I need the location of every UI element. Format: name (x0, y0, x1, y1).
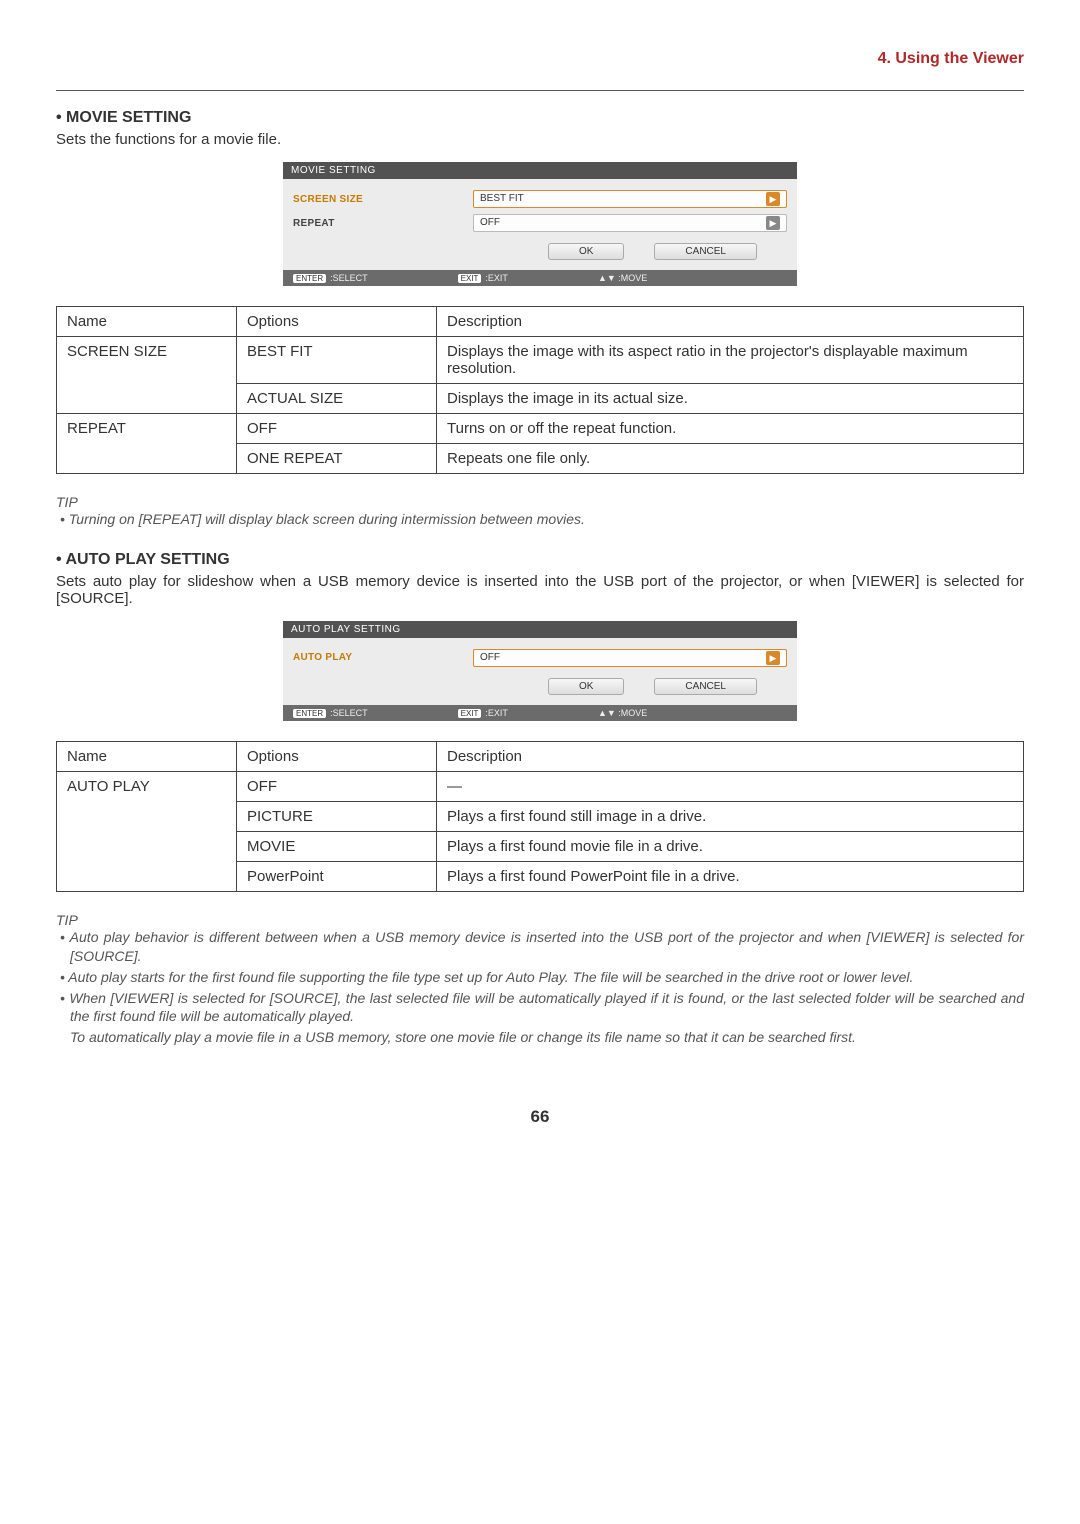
cell-opt: MOVIE (237, 831, 437, 861)
cell-desc: — (437, 771, 1024, 801)
th-options: Options (237, 741, 437, 771)
movie-setting-title: • MOVIE SETTING (56, 109, 1024, 127)
exit-hint: :EXIT (485, 708, 508, 718)
table-header-row: Name Options Description (57, 307, 1024, 337)
exit-key-icon: EXIT (458, 709, 482, 718)
repeat-row[interactable]: REPEAT OFF ▶ (283, 211, 797, 235)
auto-play-label: AUTO PLAY (293, 652, 473, 663)
table-row: SCREEN SIZE BEST FIT Displays the image … (57, 337, 1024, 384)
cell-desc: Turns on or off the repeat function. (437, 414, 1024, 444)
move-hint: :MOVE (618, 273, 647, 283)
screen-size-label: SCREEN SIZE (293, 194, 473, 205)
cell-desc: Plays a first found still image in a dri… (437, 801, 1024, 831)
th-name: Name (57, 307, 237, 337)
cell-opt: ONE REPEAT (237, 444, 437, 474)
tip-text: • When [VIEWER] is selected for [SOURCE]… (56, 989, 1024, 1027)
select-hint: :SELECT (330, 273, 368, 283)
arrow-icon: ▲▼ (598, 273, 616, 283)
tip-text: • Auto play behavior is different betwee… (56, 928, 1024, 966)
enter-key-icon: ENTER (293, 709, 326, 718)
cell-desc: Displays the image with its aspect ratio… (437, 337, 1024, 384)
dialog-title: AUTO PLAY SETTING (283, 621, 797, 638)
tip-label: TIP (56, 494, 1024, 510)
page-number: 66 (56, 1107, 1024, 1127)
cell-opt: ACTUAL SIZE (237, 384, 437, 414)
auto-play-row[interactable]: AUTO PLAY OFF ▶ (283, 646, 797, 670)
movie-setting-table: Name Options Description SCREEN SIZE BES… (56, 306, 1024, 474)
cell-desc: Repeats one file only. (437, 444, 1024, 474)
cell-name: REPEAT (57, 414, 237, 474)
screen-size-field[interactable]: BEST FIT ▶ (473, 190, 787, 208)
cancel-button[interactable]: CANCEL (654, 678, 757, 695)
tip-text: • Auto play starts for the first found f… (56, 968, 1024, 987)
cell-opt: OFF (237, 414, 437, 444)
cell-opt: BEST FIT (237, 337, 437, 384)
exit-hint: :EXIT (485, 273, 508, 283)
movie-setting-subtitle: Sets the functions for a movie file. (56, 131, 1024, 148)
table-row: AUTO PLAY OFF — (57, 771, 1024, 801)
dialog-footer: ENTER :SELECT EXIT:EXIT ▲▼ :MOVE (283, 270, 797, 286)
repeat-label: REPEAT (293, 218, 473, 229)
select-hint: :SELECT (330, 708, 368, 718)
chevron-right-icon: ▶ (766, 216, 780, 230)
header-rule (56, 90, 1024, 91)
table-header-row: Name Options Description (57, 741, 1024, 771)
th-options: Options (237, 307, 437, 337)
ok-button[interactable]: OK (548, 678, 624, 695)
cancel-button[interactable]: CANCEL (654, 243, 757, 260)
chevron-right-icon: ▶ (766, 192, 780, 206)
auto-play-setting-title: • AUTO PLAY SETTING (56, 551, 1024, 569)
arrow-icon: ▲▼ (598, 708, 616, 718)
repeat-field[interactable]: OFF ▶ (473, 214, 787, 232)
th-desc: Description (437, 307, 1024, 337)
cell-name: AUTO PLAY (57, 771, 237, 891)
dialog-title: MOVIE SETTING (283, 162, 797, 179)
move-hint: :MOVE (618, 708, 647, 718)
screen-size-value: BEST FIT (480, 191, 524, 207)
ok-button[interactable]: OK (548, 243, 624, 260)
screen-size-row[interactable]: SCREEN SIZE BEST FIT ▶ (283, 187, 797, 211)
cell-opt: OFF (237, 771, 437, 801)
chapter-header: 4. Using the Viewer (56, 50, 1024, 72)
auto-play-value: OFF (480, 650, 500, 666)
cell-opt: PICTURE (237, 801, 437, 831)
cell-desc: Plays a first found PowerPoint file in a… (437, 861, 1024, 891)
tip-text: To automatically play a movie file in a … (56, 1028, 1024, 1047)
repeat-value: OFF (480, 215, 500, 231)
auto-play-field[interactable]: OFF ▶ (473, 649, 787, 667)
enter-key-icon: ENTER (293, 274, 326, 283)
cell-opt: PowerPoint (237, 861, 437, 891)
chevron-right-icon: ▶ (766, 651, 780, 665)
tip-text: • Turning on [REPEAT] will display black… (56, 510, 1024, 529)
th-name: Name (57, 741, 237, 771)
movie-setting-dialog: MOVIE SETTING SCREEN SIZE BEST FIT ▶ REP… (283, 162, 797, 286)
auto-play-table: Name Options Description AUTO PLAY OFF —… (56, 741, 1024, 892)
dialog-footer: ENTER :SELECT EXIT:EXIT ▲▼ :MOVE (283, 705, 797, 721)
auto-play-dialog: AUTO PLAY SETTING AUTO PLAY OFF ▶ OK CAN… (283, 621, 797, 721)
tip-label: TIP (56, 912, 1024, 928)
exit-key-icon: EXIT (458, 274, 482, 283)
table-row: REPEAT OFF Turns on or off the repeat fu… (57, 414, 1024, 444)
cell-name: SCREEN SIZE (57, 337, 237, 414)
th-desc: Description (437, 741, 1024, 771)
cell-desc: Plays a first found movie file in a driv… (437, 831, 1024, 861)
cell-desc: Displays the image in its actual size. (437, 384, 1024, 414)
auto-play-setting-subtitle: Sets auto play for slideshow when a USB … (56, 573, 1024, 607)
